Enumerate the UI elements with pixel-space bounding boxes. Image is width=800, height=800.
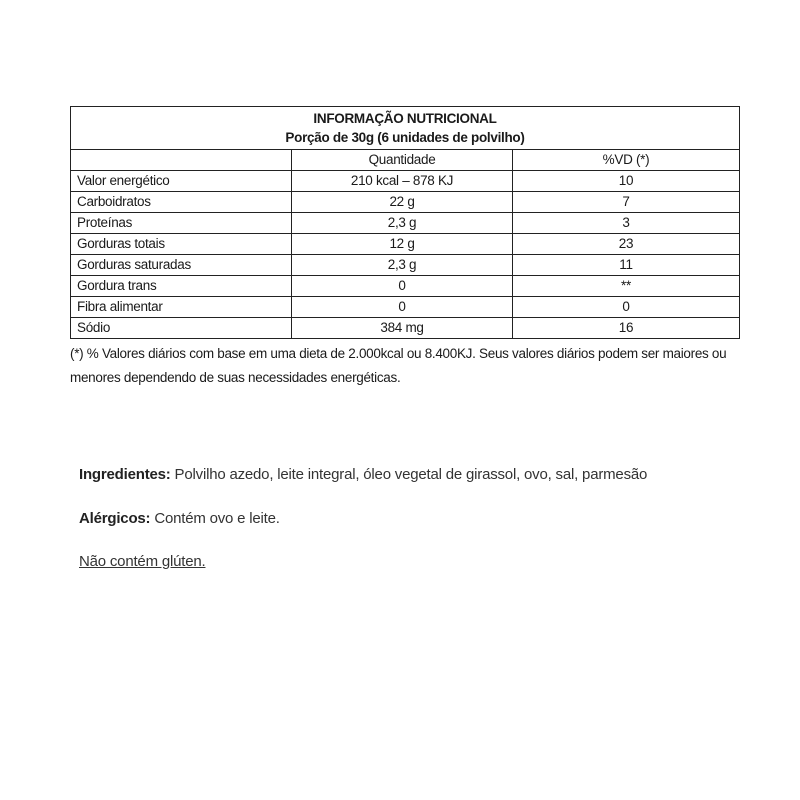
cell-dv: 23 — [512, 233, 740, 255]
cell-quantity: 12 g — [291, 233, 513, 255]
cell-nutrient: Sódio — [70, 317, 292, 339]
gluten-text: Não contém glúten. — [79, 553, 206, 570]
cell-quantity: 22 g — [291, 191, 513, 213]
allergens: Alérgicos: Contém ovo e leite. — [79, 510, 280, 527]
cell-dv: 7 — [512, 191, 740, 213]
cell-quantity: 2,3 g — [291, 254, 513, 276]
cell-nutrient: Gordura trans — [70, 275, 292, 297]
allergens-label: Alérgicos: — [79, 510, 151, 527]
table-row: Valor energético 210 kcal – 878 KJ 10 — [70, 170, 740, 192]
table-row: Gorduras saturadas 2,3 g 11 — [70, 254, 740, 276]
cell-nutrient: Gorduras totais — [70, 233, 292, 255]
cell-dv: 16 — [512, 317, 740, 339]
header-nutrient — [70, 149, 292, 171]
cell-dv: 10 — [512, 170, 740, 192]
header-dv: %VD (*) — [512, 149, 740, 171]
cell-quantity: 384 mg — [291, 317, 513, 339]
cell-nutrient: Fibra alimentar — [70, 296, 292, 318]
cell-quantity: 0 — [291, 296, 513, 318]
cell-quantity: 0 — [291, 275, 513, 297]
table-row: Fibra alimentar 0 0 — [70, 296, 740, 318]
table-row: Sódio 384 mg 16 — [70, 317, 740, 339]
cell-nutrient: Carboidratos — [70, 191, 292, 213]
allergens-text: Contém ovo e leite. — [150, 510, 280, 527]
table-row: Gorduras totais 12 g 23 — [70, 233, 740, 255]
cell-dv: 3 — [512, 212, 740, 234]
nutrition-table: INFORMAÇÃO NUTRICIONAL Porção de 30g (6 u… — [70, 106, 740, 339]
cell-dv: ** — [512, 275, 740, 297]
table-header-row: Quantidade %VD (*) — [70, 149, 740, 171]
gluten-notice: Não contém glúten. — [79, 553, 206, 570]
cell-nutrient: Valor energético — [70, 170, 292, 192]
header-quantity: Quantidade — [291, 149, 513, 171]
table-title-row: INFORMAÇÃO NUTRICIONAL Porção de 30g (6 u… — [70, 106, 740, 150]
footnote: (*) % Valores diários com base em uma di… — [70, 346, 727, 385]
cell-quantity: 210 kcal – 878 KJ — [291, 170, 513, 192]
ingredients-label: Ingredientes: — [79, 466, 171, 483]
portion-size: Porção de 30g (6 unidades de polvilho) — [285, 130, 525, 145]
cell-nutrient: Proteínas — [70, 212, 292, 234]
cell-dv: 0 — [512, 296, 740, 318]
cell-quantity: 2,3 g — [291, 212, 513, 234]
ingredients: Ingredientes: Polvilho azedo, leite inte… — [79, 466, 647, 483]
table-row: Gordura trans 0 ** — [70, 275, 740, 297]
cell-dv: 11 — [512, 254, 740, 276]
table-title: INFORMAÇÃO NUTRICIONAL — [313, 111, 497, 126]
cell-nutrient: Gorduras saturadas — [70, 254, 292, 276]
ingredients-text: Polvilho azedo, leite integral, óleo veg… — [170, 466, 648, 483]
